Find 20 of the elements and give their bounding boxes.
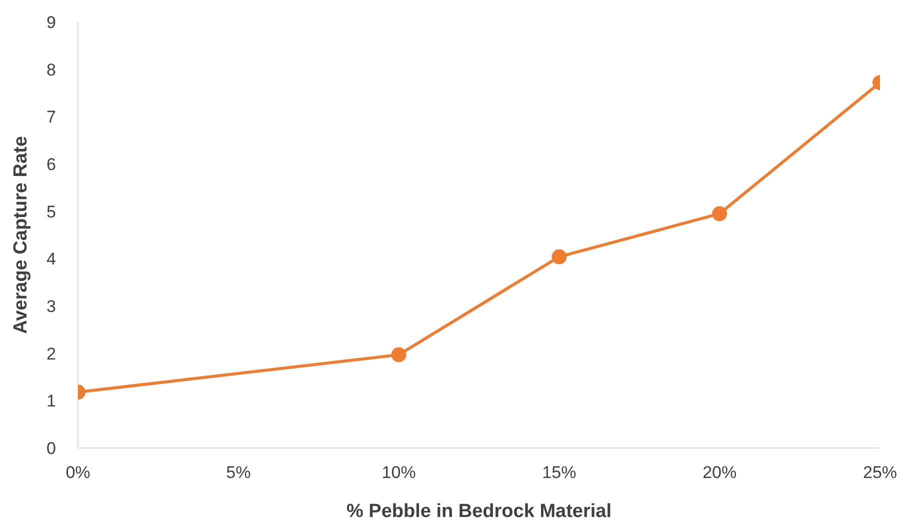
x-tick-label: 10% [382, 463, 416, 482]
x-tick-label: 0% [66, 463, 90, 482]
x-tick-label: 15% [542, 463, 576, 482]
y-tick-label: 0 [46, 439, 56, 458]
y-tick-label: 6 [46, 155, 56, 174]
y-tick-label: 5 [46, 202, 56, 222]
y-tick-label: 2 [46, 344, 56, 364]
point [552, 249, 567, 264]
x-tick-label: 20% [702, 463, 737, 482]
y-tick-label: 1 [46, 392, 56, 411]
y-tick-label: 9 [46, 13, 56, 32]
x-tick-label: 25% [862, 463, 898, 482]
y-tick-label: 3 [46, 297, 56, 316]
y-tick-label: 4 [46, 250, 56, 269]
y-tick-label: 8 [46, 60, 56, 80]
y-tick-label: 7 [46, 108, 56, 127]
x-tick-label: 5% [226, 463, 251, 482]
x-axis-title: % Pebble in Bedrock Material [346, 501, 612, 522]
y-axis-title: Average Capture Rate [10, 136, 32, 334]
point [391, 347, 406, 362]
